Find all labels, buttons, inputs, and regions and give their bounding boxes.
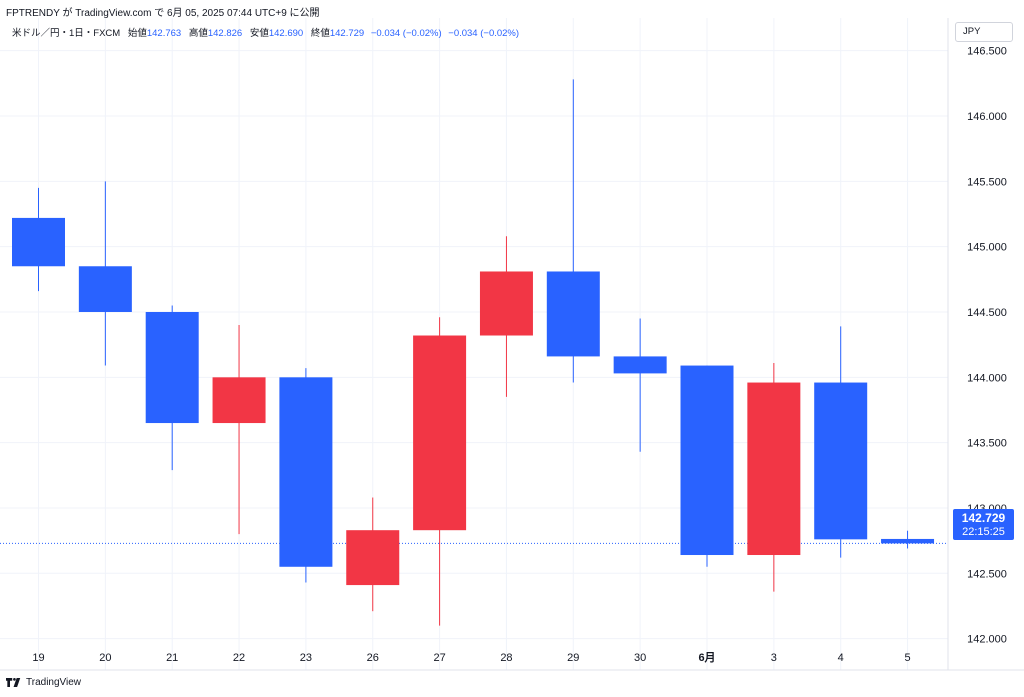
price-tick-label: 146.000 <box>967 111 1007 123</box>
symbol-title[interactable]: 米ドル／円・1日・FXCM <box>12 28 121 39</box>
close-value: 142.729 <box>329 28 365 39</box>
grid-lines <box>0 18 948 670</box>
candle-body[interactable] <box>78 266 132 312</box>
candle-body[interactable] <box>613 356 667 374</box>
time-tick-label: 19 <box>32 652 44 664</box>
candle-body[interactable] <box>279 377 333 567</box>
currency-label: JPY <box>963 26 981 37</box>
tradingview-logo-icon <box>6 678 21 687</box>
time-tick-label: 30 <box>634 652 646 664</box>
price-tick-label: 145.500 <box>967 176 1007 188</box>
time-tick-label: 23 <box>300 652 312 664</box>
price-tick-label: 143.500 <box>967 438 1007 450</box>
time-tick-label: 3 <box>771 652 777 664</box>
low-label: 安値 <box>249 28 269 39</box>
price-axis[interactable]: 142.000142.500143.000143.500144.000144.5… <box>967 46 1007 646</box>
publication-header: FPTRENDY が TradingView.com で 6月 05, 2025… <box>6 4 320 19</box>
time-tick-label: 21 <box>166 652 178 664</box>
last-price-label: 142.729 22:15:25 <box>953 509 1014 540</box>
price-tick-label: 142.000 <box>967 634 1007 646</box>
price-tick-label: 145.000 <box>967 242 1007 254</box>
publication-text: FPTRENDY が TradingView.com で 6月 05, 2025… <box>6 8 320 19</box>
price-tick-label: 146.500 <box>967 46 1007 58</box>
low-value: 142.690 <box>268 28 304 39</box>
high-value: 142.826 <box>207 28 243 39</box>
candles <box>12 79 935 626</box>
time-tick-label: 28 <box>500 652 512 664</box>
time-tick-label: 26 <box>367 652 379 664</box>
bar-countdown: 22:15:25 <box>962 526 1005 538</box>
candle-body[interactable] <box>747 382 801 556</box>
time-axis[interactable]: 19 20 21 22 23 26 27 28 29 30 6月 3 4 5 <box>32 651 910 664</box>
close-label: 終値 <box>310 28 330 39</box>
candle-body[interactable] <box>881 538 935 544</box>
candle-body[interactable] <box>546 271 600 357</box>
candle-body[interactable] <box>346 530 400 586</box>
high-label: 高値 <box>188 28 208 39</box>
change-value: −0.034 (−0.02%) <box>370 28 442 39</box>
time-tick-label: 29 <box>567 652 579 664</box>
last-price-value: 142.729 <box>961 511 1006 525</box>
currency-button[interactable]: JPY <box>955 22 1013 42</box>
time-tick-label: 20 <box>99 652 111 664</box>
tradingview-brand[interactable]: TradingView <box>6 677 81 688</box>
candle-body[interactable] <box>212 377 266 424</box>
time-tick-label: 5 <box>904 652 910 664</box>
candle-body[interactable] <box>413 335 467 531</box>
time-tick-label: 27 <box>433 652 445 664</box>
price-tick-label: 144.000 <box>967 372 1007 384</box>
price-tick-label: 144.500 <box>967 307 1007 319</box>
brand-label: TradingView <box>26 677 82 688</box>
time-tick-label: 4 <box>838 652 844 664</box>
candle-body[interactable] <box>814 382 868 540</box>
open-value: 142.763 <box>146 28 182 39</box>
open-label: 始値 <box>127 28 147 39</box>
candle-body[interactable] <box>479 271 533 336</box>
candle-body[interactable] <box>680 365 734 556</box>
price-tick-label: 142.500 <box>967 568 1007 580</box>
symbol-legend: 米ドル／円・1日・FXCM 始値142.763 高値142.826 安値142.… <box>12 25 519 39</box>
candle-body[interactable] <box>12 217 65 267</box>
time-tick-label: 22 <box>233 652 245 664</box>
candle-body[interactable] <box>145 311 199 424</box>
time-tick-label: 6月 <box>698 651 715 664</box>
change-value-2: −0.034 (−0.02%) <box>448 28 520 39</box>
